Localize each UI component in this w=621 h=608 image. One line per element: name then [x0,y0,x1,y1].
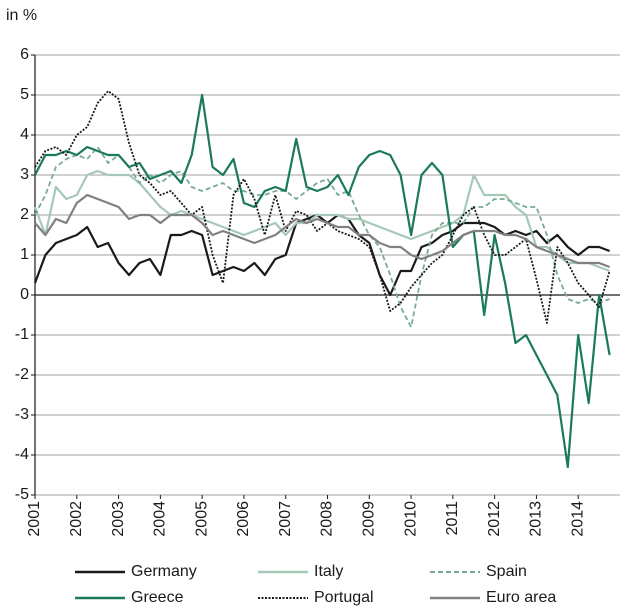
y-tick-label: 3 [20,166,29,183]
y-tick-label: -2 [15,366,29,383]
x-tick-label: 2006 [235,501,252,537]
y-tick-label: -3 [15,406,29,423]
legend-label: Spain [486,563,527,580]
y-axis-label: in % [6,7,37,24]
y-tick-label: 6 [20,46,29,63]
x-tick-label: 2009 [361,501,378,537]
y-tick-label: -1 [15,326,29,343]
y-tick-label: 4 [20,126,29,143]
x-tick-label: 2007 [277,501,294,537]
series-line [34,146,610,328]
y-tick-label: -4 [15,446,29,463]
y-tick-label: 5 [20,86,29,103]
y-tick-label: 2 [20,206,29,223]
y-tick-label: 1 [20,246,29,263]
x-tick-label: 2003 [110,501,127,537]
series-line [33,169,610,273]
y-tick-label: -5 [15,486,29,503]
legend-label: Portugal [314,589,374,606]
x-tick-label: 2014 [569,501,586,537]
x-tick-label: 2012 [486,501,503,537]
legend-label: Euro area [486,589,556,606]
x-tick-label: 2004 [152,501,169,537]
legend-label: Germany [131,563,197,580]
x-tick-label: 2008 [319,501,336,537]
series-line [34,93,611,469]
x-tick-label: 2013 [528,501,545,537]
x-tick-label: 2005 [193,501,210,537]
series-line [33,213,610,297]
x-tick-label: 2002 [68,501,85,537]
series-line [34,193,610,269]
legend-label: Greece [131,589,184,606]
y-tick-label: 0 [20,286,29,303]
legend-label: Italy [314,563,343,580]
x-tick-label: 2001 [26,501,43,537]
x-tick-label: 2011 [444,501,461,536]
x-tick-label: 2010 [402,501,419,537]
series-line [34,90,611,324]
